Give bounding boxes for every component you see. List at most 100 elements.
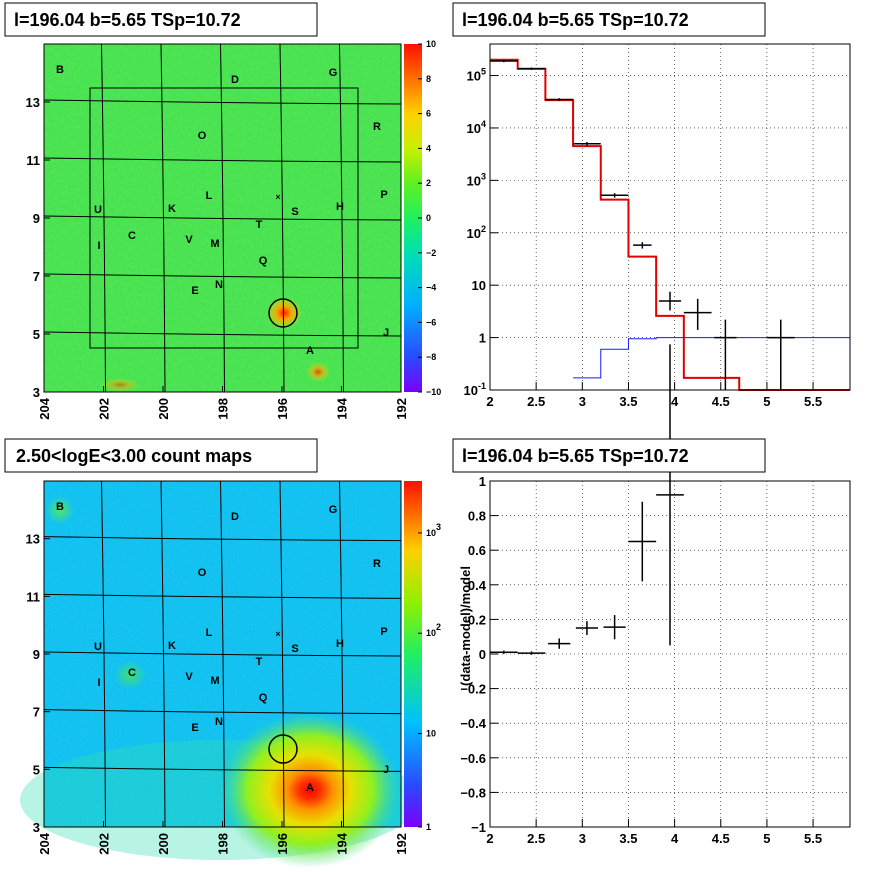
spectrum-y-tick-label-base: 10 xyxy=(467,173,481,188)
count-map-blob-a xyxy=(220,712,400,868)
colorbar-tick-label: 10 xyxy=(426,729,436,739)
ts-roi-box xyxy=(89,87,359,349)
title-bottom-left-text: 2.50<logE<3.00 count maps xyxy=(16,446,252,466)
spectrum-y-tick-label-exponent: 2 xyxy=(481,224,486,234)
colorbar-tick-label: 8 xyxy=(426,74,431,84)
ts-target-circle xyxy=(268,298,298,328)
ts-map-hotspot-bottom xyxy=(100,378,140,392)
title-top-right-text: l=196.04 b=5.65 TSp=10.72 xyxy=(462,10,689,30)
spectrum-y-tick-label-base: 10 xyxy=(467,69,481,84)
source-label-b: B xyxy=(56,64,64,76)
source-label-r: R xyxy=(373,558,381,570)
map-grid-parallel xyxy=(43,651,402,657)
residual-y-tick-label: 0.8 xyxy=(468,509,486,524)
spectrum-x-tick-label: 2.5 xyxy=(527,394,545,409)
residual-y-tick-label: 1 xyxy=(479,474,486,489)
spectrum-x-tick-label: 5.5 xyxy=(804,394,822,409)
ts-map-grid xyxy=(43,43,402,393)
map-grid-parallel xyxy=(43,593,402,599)
residual-y-tick-label: 0.2 xyxy=(468,612,486,627)
title-top-left: l=196.04 b=5.65 TSp=10.72 xyxy=(4,2,318,37)
spectrum-y-tick-label-base: 10 xyxy=(464,383,478,398)
residual-y-tick-label: 0.6 xyxy=(468,543,486,558)
spectrum-x-tick-label: 3 xyxy=(579,394,586,409)
source-label-n: N xyxy=(215,716,223,728)
residual-x-tick-label: 3.5 xyxy=(619,831,637,846)
spectrum-data-point xyxy=(658,291,682,311)
spectrum-x-tick-label: 4 xyxy=(671,394,679,409)
spectrum-model-total-line xyxy=(490,58,850,391)
count-map-blob-b xyxy=(46,496,74,524)
target-cross-marker: × xyxy=(275,629,280,639)
map-grid-meridian xyxy=(220,43,225,393)
residual-series xyxy=(490,344,684,655)
map-x-tick-label: 200 xyxy=(156,833,171,855)
map-y-tick-label: 3 xyxy=(33,385,40,400)
spectrum-x-tick-label: 2 xyxy=(486,394,493,409)
count-target-circle xyxy=(268,734,298,764)
map-grid-meridian xyxy=(279,43,285,393)
ts-map-axes: 204 202 200 198 196 194 192 3 5 7 9 11 13 xyxy=(26,95,409,420)
residual-data-point xyxy=(656,344,684,646)
residual-y-tick-label: −0.4 xyxy=(460,716,486,731)
source-label-p: P xyxy=(380,626,387,638)
source-label-r: R xyxy=(373,121,381,133)
residual-x-tick-label: 5 xyxy=(763,831,770,846)
source-label-a: A xyxy=(306,345,314,357)
source-label-p: P xyxy=(380,189,387,201)
residual-x-tick-label: 3 xyxy=(579,831,586,846)
colorbar-tick-label: 2 xyxy=(426,178,431,188)
source-label-h: H xyxy=(336,201,344,213)
residual-axes: 2 2.5 3 3.5 4 4.5 5 5.5 −1 −0.8 −0.6 −0.4 −0.2 0 0.2 0.… xyxy=(460,474,822,846)
source-label-m: M xyxy=(210,238,219,250)
source-label-l: L xyxy=(206,627,213,639)
colorbar-tick-label-exponent: 3 xyxy=(436,522,441,532)
residual-x-tick-label: 2 xyxy=(486,831,493,846)
colorbar-tick-label: −4 xyxy=(426,283,436,293)
residual-y-tick-label: −1 xyxy=(471,820,486,835)
residual-data-point xyxy=(517,651,546,655)
count-colorbar xyxy=(404,481,422,827)
colorbar-tick-label: −2 xyxy=(426,248,436,258)
map-y-tick-label: 5 xyxy=(33,327,40,342)
colorbar-tick-label: 4 xyxy=(426,143,431,153)
title-top-left-text: l=196.04 b=5.65 TSp=10.72 xyxy=(14,10,241,30)
residual-data-point xyxy=(575,621,598,635)
map-grid-meridian xyxy=(220,480,225,828)
spectrum-data-point xyxy=(545,98,574,101)
source-label-j: J xyxy=(383,764,389,776)
spectrum-data-point xyxy=(600,193,629,198)
colorbar-tick-label: 102 xyxy=(426,622,441,638)
source-label-v: V xyxy=(185,671,193,683)
colorbar-tick-label: 0 xyxy=(426,213,431,223)
source-label-d: D xyxy=(231,74,239,86)
residual-x-tick-label: 5.5 xyxy=(804,831,822,846)
colorbar-tick-label: −6 xyxy=(426,317,436,327)
spectrum-y-tick-label-base: 10 xyxy=(467,226,481,241)
spectrum-data-point xyxy=(517,67,546,70)
spectrum-y-tick-label: 103 xyxy=(467,171,486,188)
map-y-tick-label: 5 xyxy=(33,762,40,777)
source-label-c: C xyxy=(128,230,136,242)
colorbar-tick-label: 1 xyxy=(426,822,431,832)
spectrum-series xyxy=(490,58,850,391)
map-y-tick-label: 13 xyxy=(26,95,40,110)
map-y-tick-label: 7 xyxy=(33,705,40,720)
source-label-q: Q xyxy=(259,692,268,704)
colorbar-tick-label: 6 xyxy=(426,109,431,119)
source-label-m: M xyxy=(210,675,219,687)
count-map-grid xyxy=(43,480,402,828)
map-grid-parallel xyxy=(43,766,402,772)
spectrum-grid xyxy=(489,44,850,391)
ts-map-panel: B D G O R L P U K S H I C V M T Q E N J A × 10 8 6 4 2 0 −2 −4 −6 −8 −1… xyxy=(26,39,442,420)
source-label-t: T xyxy=(256,219,263,231)
source-label-q: Q xyxy=(259,255,268,267)
source-label-t: T xyxy=(256,656,263,668)
colorbar-tick-label-exponent: 2 xyxy=(436,622,441,632)
spectrum-data-point xyxy=(766,319,795,390)
spectrum-y-tick-label-exponent: 3 xyxy=(481,171,486,181)
source-label-i: I xyxy=(97,677,100,689)
